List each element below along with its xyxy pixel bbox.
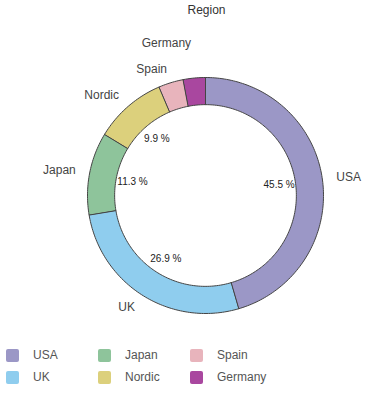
html-text:Region: Region xyxy=(187,3,226,17)
svg-text:UK: UK xyxy=(118,300,135,314)
html-text:UK: UK xyxy=(33,370,50,384)
html-text:Nordic: Nordic xyxy=(125,370,160,384)
svg-text:9.9 %: 9.9 % xyxy=(144,133,170,144)
svg-text:Spain: Spain xyxy=(136,62,167,76)
html-text:Japan: Japan xyxy=(125,348,158,362)
html-text:Germany: Germany xyxy=(217,370,267,384)
svg-text:26.9 %: 26.9 % xyxy=(150,253,181,264)
svg-text:11.3 %: 11.3 % xyxy=(117,176,147,187)
svg-text:USA: USA xyxy=(336,170,361,184)
html-text:USA: USA xyxy=(33,348,58,362)
html-text:Spain: Spain xyxy=(217,348,248,362)
svg-text:Nordic: Nordic xyxy=(84,88,119,102)
svg-text:Japan: Japan xyxy=(43,163,76,177)
svg-text:Germany: Germany xyxy=(142,36,191,50)
svg-text:45.5 %: 45.5 % xyxy=(264,179,295,190)
